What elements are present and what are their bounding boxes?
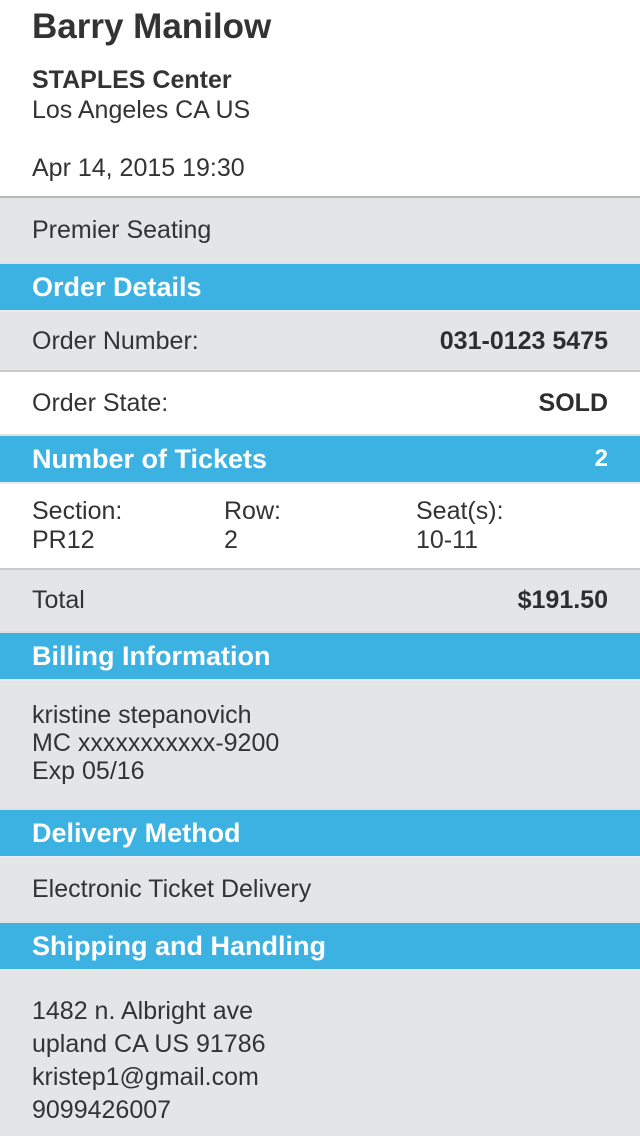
number-of-tickets-title: Number of Tickets: [32, 443, 268, 474]
row-value: 2: [224, 526, 238, 554]
order-details-header: Order Details: [0, 262, 640, 312]
section-label: Section:: [32, 497, 123, 525]
shipping-handling-title: Shipping and Handling: [32, 930, 326, 961]
delivery-method-value: Electronic Ticket Delivery: [32, 875, 312, 903]
total-row: Total $191.50: [0, 568, 640, 631]
seats-label: Seat(s):: [416, 497, 504, 525]
billing-information-title: Billing Information: [32, 640, 271, 671]
delivery-method-header: Delivery Method: [0, 808, 640, 858]
number-of-tickets-header: Number of Tickets 2: [0, 434, 640, 484]
shipping-street: 1482 n. Albright ave: [32, 997, 253, 1025]
venue-location: Los Angeles CA US: [32, 96, 251, 124]
billing-information-header: Billing Information: [0, 631, 640, 681]
billing-name: kristine stepanovich: [32, 701, 252, 729]
seating-class-row: Premier Seating: [0, 196, 640, 262]
order-number-label: Order Number:: [32, 326, 199, 355]
seat-info-table: Section: PR12 Row: 2 Seat(s): 10-11: [0, 484, 640, 568]
event-datetime: Apr 14, 2015 19:30: [32, 154, 245, 182]
order-details-header-title: Order Details: [32, 271, 202, 302]
order-number-row: Order Number: 031-0123 5475: [0, 312, 640, 372]
shipping-phone: 9099426007: [32, 1096, 172, 1124]
delivery-method-title: Delivery Method: [32, 817, 241, 848]
section-value: PR12: [32, 526, 95, 554]
section-column: Section: PR12: [32, 497, 224, 568]
delivery-method-row: Electronic Ticket Delivery: [0, 858, 640, 921]
row-column: Row: 2: [224, 497, 416, 568]
venue-name: STAPLES Center: [32, 66, 232, 94]
order-state-row: Order State: SOLD: [0, 372, 640, 434]
seating-class-label: Premier Seating: [32, 215, 212, 244]
order-state-label: Order State:: [32, 388, 169, 417]
total-value: $191.50: [517, 586, 608, 614]
ticket-count-badge: 2: [594, 445, 608, 472]
event-header: Barry Manilow STAPLES Center Los Angeles…: [0, 0, 640, 196]
total-label: Total: [32, 586, 85, 614]
seats-value: 10-11: [416, 526, 479, 554]
billing-card-number: MC xxxxxxxxxxx-9200: [32, 729, 280, 757]
billing-details-block: kristine stepanovich MC xxxxxxxxxxx-9200…: [0, 681, 640, 808]
shipping-city-state-zip: upland CA US 91786: [32, 1030, 266, 1058]
row-label: Row:: [224, 497, 281, 525]
billing-card-expiry: Exp 05/16: [32, 757, 145, 785]
shipping-address-block: 1482 n. Albright ave upland CA US 91786 …: [0, 971, 640, 1136]
shipping-handling-header: Shipping and Handling: [0, 921, 640, 971]
order-number-value: 031-0123 5475: [439, 326, 608, 355]
shipping-email: kristep1@gmail.com: [32, 1063, 259, 1091]
event-title: Barry Manilow: [32, 7, 272, 46]
order-state-value: SOLD: [538, 388, 608, 417]
seats-column: Seat(s): 10-11: [416, 497, 608, 568]
